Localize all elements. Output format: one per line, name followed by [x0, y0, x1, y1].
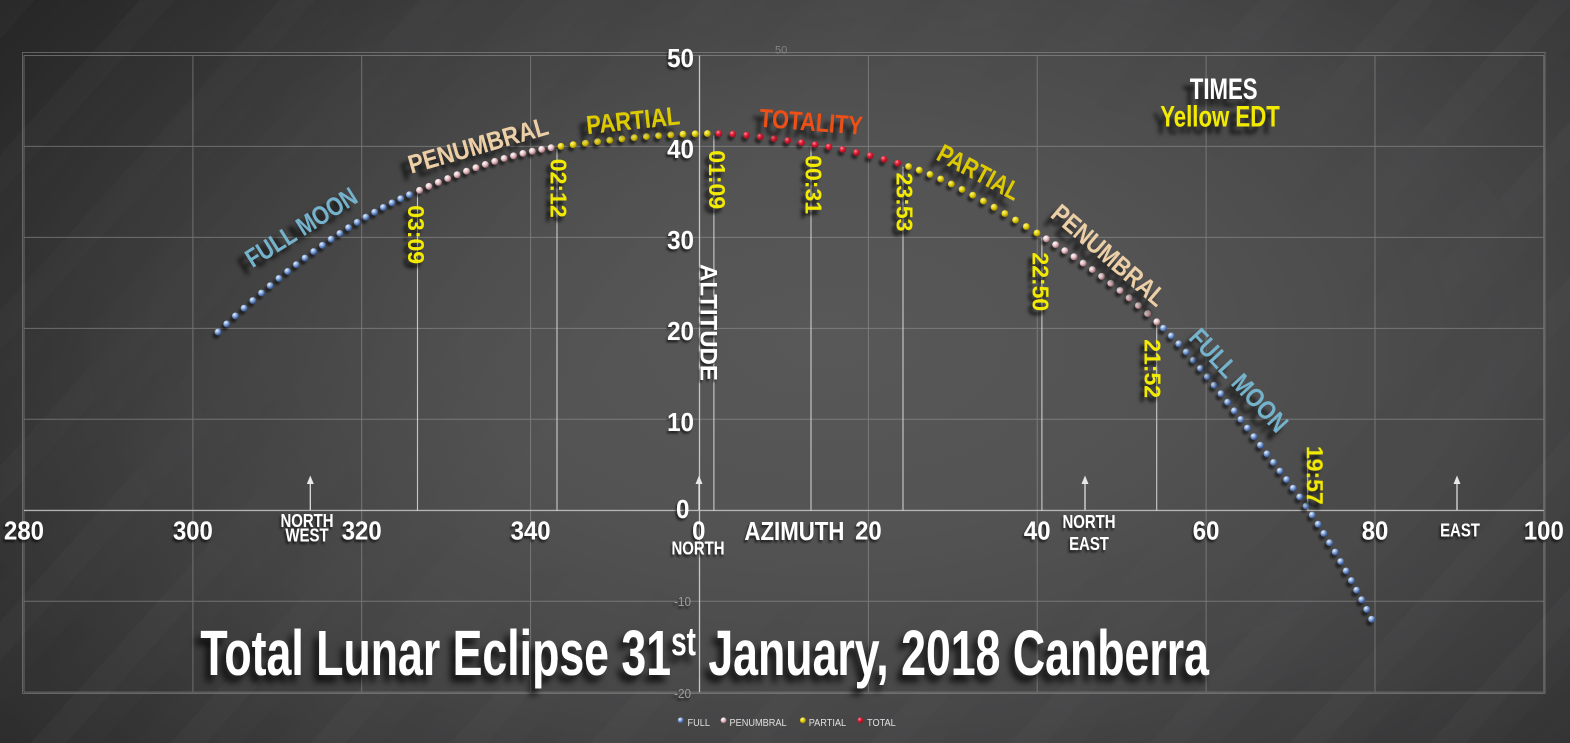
svg-text:50: 50: [667, 44, 694, 73]
svg-text:FULL MOON: FULL MOON: [240, 182, 363, 274]
svg-text:PARTIAL: PARTIAL: [932, 140, 1025, 207]
svg-text:AZIMUTH: AZIMUTH: [744, 517, 844, 546]
svg-text:20: 20: [855, 517, 882, 546]
svg-text:01:09: 01:09: [704, 150, 730, 209]
svg-text:00:31: 00:31: [800, 155, 826, 214]
svg-text:TOTAL: TOTAL: [867, 717, 896, 728]
svg-text:340: 340: [511, 517, 551, 546]
svg-text:FULL: FULL: [688, 717, 711, 728]
svg-text:10: 10: [667, 408, 694, 437]
svg-text:80: 80: [1362, 517, 1389, 546]
svg-text:21:52: 21:52: [1140, 339, 1166, 398]
svg-text:PENUMBRAL: PENUMBRAL: [1045, 199, 1171, 313]
svg-text:02:12: 02:12: [545, 159, 571, 218]
svg-text:EAST: EAST: [1069, 534, 1109, 555]
svg-text:-10: -10: [674, 594, 691, 609]
svg-text:0: 0: [676, 495, 689, 524]
svg-text:30: 30: [667, 226, 694, 255]
svg-text:22:50: 22:50: [1028, 252, 1054, 311]
svg-text:40: 40: [667, 135, 694, 164]
svg-text:WEST: WEST: [285, 525, 328, 546]
svg-text:100: 100: [1524, 517, 1564, 546]
svg-text:NORTH: NORTH: [280, 511, 333, 532]
svg-text:PARTIAL: PARTIAL: [809, 717, 847, 728]
svg-text:0: 0: [692, 517, 705, 546]
svg-text:NORTH: NORTH: [671, 538, 724, 559]
svg-text:19:57: 19:57: [1302, 446, 1328, 505]
svg-text:23:53: 23:53: [891, 173, 917, 232]
svg-text:PENUMBRAL: PENUMBRAL: [730, 717, 788, 728]
svg-text:60: 60: [1193, 517, 1220, 546]
svg-text:280: 280: [4, 517, 44, 546]
svg-text:40: 40: [1024, 517, 1051, 546]
svg-text:20: 20: [667, 317, 694, 346]
svg-text:ALTITUDE: ALTITUDE: [694, 264, 721, 381]
svg-text:Yellow EDT: Yellow EDT: [1160, 99, 1280, 133]
svg-text:NORTH: NORTH: [1062, 512, 1115, 533]
svg-text:Total Lunar Eclipse 31st Janua: Total Lunar Eclipse 31st January, 2018 C…: [200, 617, 1210, 689]
svg-text:320: 320: [342, 517, 382, 546]
svg-text:EAST: EAST: [1440, 520, 1480, 541]
svg-text:300: 300: [173, 517, 213, 546]
svg-text:TIMES: TIMES: [1190, 72, 1258, 106]
svg-text:50: 50: [775, 45, 787, 57]
svg-text:03:09: 03:09: [403, 205, 429, 264]
svg-text:-20: -20: [674, 686, 691, 701]
